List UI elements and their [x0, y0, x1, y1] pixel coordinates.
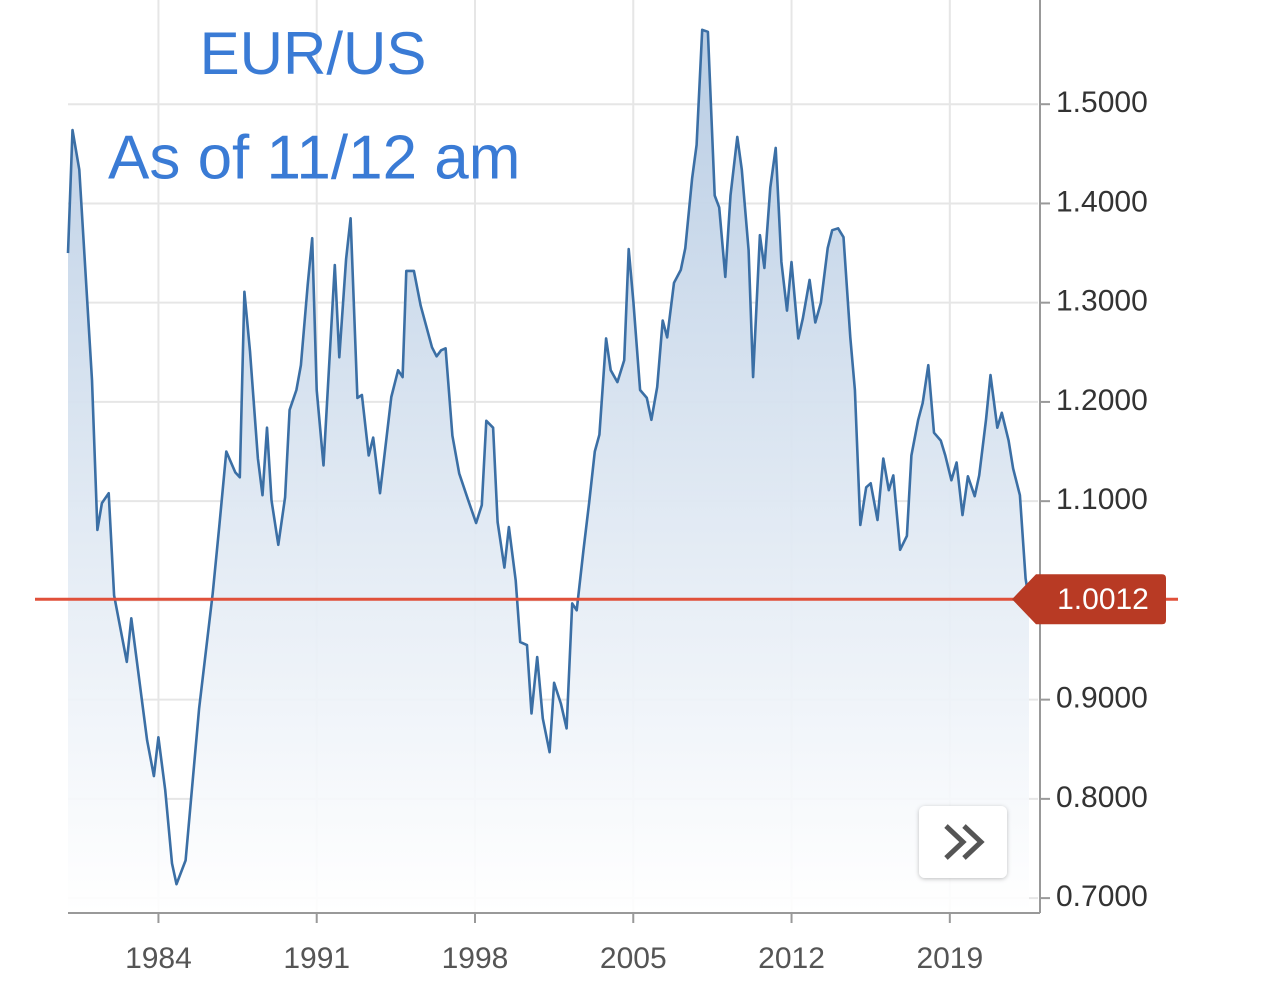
chart-subtitle: As of 11/12 am — [108, 123, 520, 192]
x-tick-label: 1984 — [125, 942, 192, 975]
scroll-button[interactable] — [919, 806, 1007, 878]
x-tick-label: 2019 — [916, 942, 983, 975]
area-fill — [68, 29, 1029, 914]
x-tick-label: 2012 — [758, 942, 825, 975]
chart-title: EUR/US — [200, 20, 427, 87]
y-tick-label: 1.5000 — [1056, 86, 1148, 119]
current-value-badge — [1012, 574, 1166, 625]
y-tick-label: 1.3000 — [1056, 285, 1148, 318]
plot — [66, 28, 1031, 914]
y-tick-label: 0.8000 — [1056, 781, 1148, 814]
x-tick-label: 1991 — [283, 942, 350, 975]
x-tick-label: 1998 — [442, 942, 509, 975]
y-tick-label: 1.4000 — [1056, 185, 1148, 218]
current-value-label: 1.0012 — [1057, 583, 1149, 616]
y-tick-label: 1.2000 — [1056, 384, 1148, 417]
y-tick-label: 1.1000 — [1056, 483, 1148, 516]
x-tick-label: 2005 — [600, 942, 667, 975]
y-tick-label: 0.7000 — [1056, 880, 1148, 913]
chevron-icon[interactable] — [944, 824, 985, 860]
y-tick-label: 0.9000 — [1056, 682, 1148, 715]
series-line — [66, 28, 1031, 886]
axes: 0.7000 0.8000 0.9000 1.1000 1.2000 1.3000 1.40… — [35, 0, 1178, 975]
